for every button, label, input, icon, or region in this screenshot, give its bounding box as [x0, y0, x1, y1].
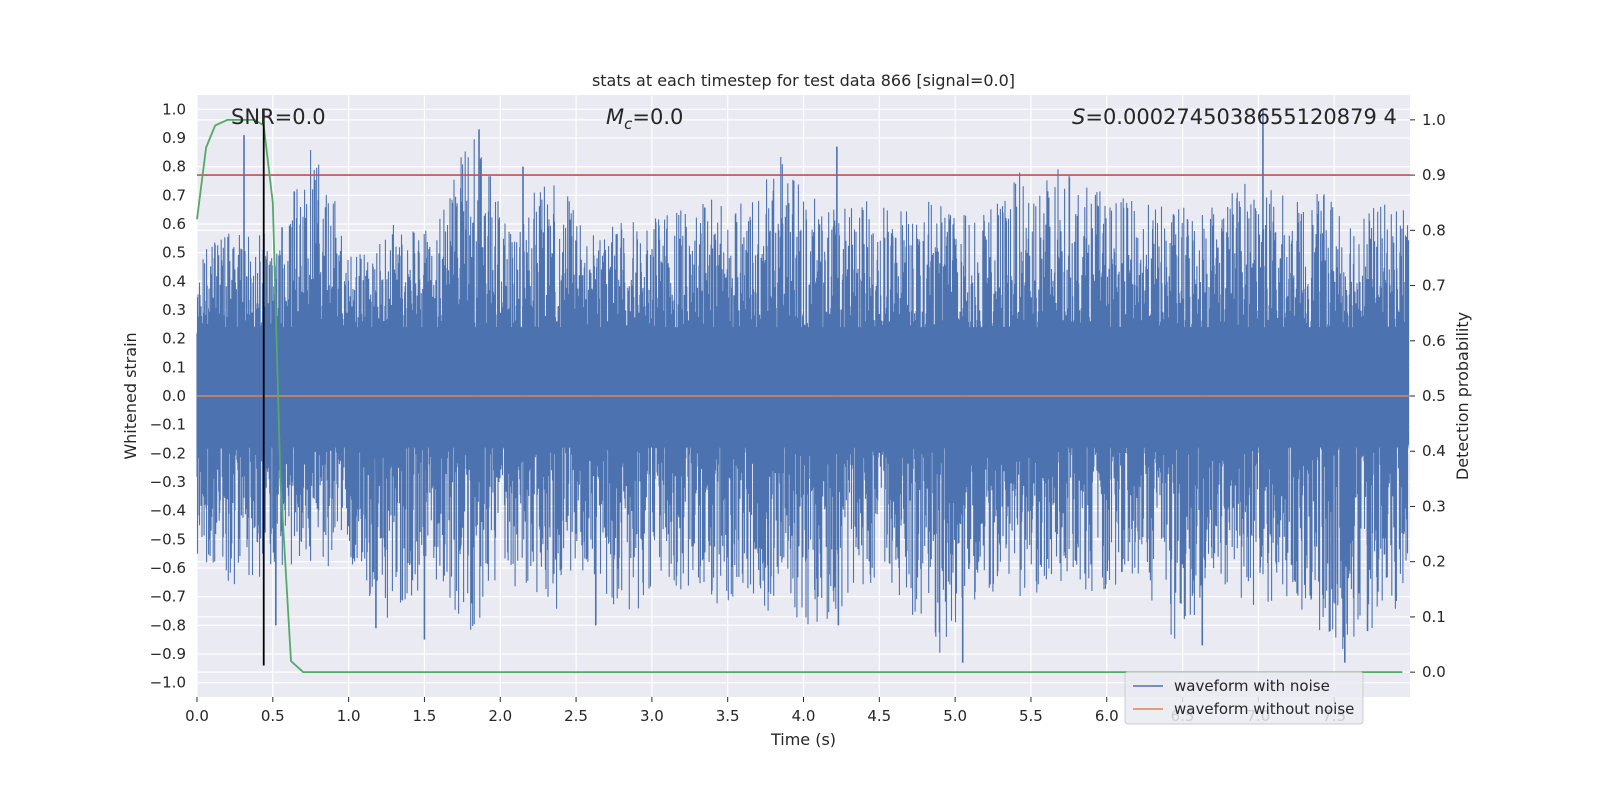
x-axis-ticks: 0.00.51.01.52.02.53.03.54.04.55.05.56.06…: [185, 697, 1346, 725]
waveform-strokes: [196, 139, 1410, 653]
annotation-s-value: =0.0002745038655120879 4: [1085, 105, 1397, 129]
legend-box: [1124, 671, 1364, 725]
y-tick-label: −1.0: [150, 674, 186, 692]
y2-tick-label: 0.2: [1422, 553, 1446, 571]
y-tick-label: 0.7: [162, 186, 186, 204]
y-tick-label: −0.7: [150, 588, 186, 606]
y2-tick-label: 0.3: [1422, 497, 1446, 515]
y2-tick-label: 0.4: [1422, 442, 1446, 460]
y-tick-label: 0.6: [162, 215, 186, 233]
x-tick-label: 4.5: [867, 707, 891, 725]
y-tick-label: 0.8: [162, 158, 186, 176]
y-tick-label: 1.0: [162, 100, 186, 118]
series-waveform-with-noise: [196, 109, 1410, 663]
series-detection-probability: [196, 119, 1403, 673]
x-tick-label: 2.5: [564, 707, 588, 725]
annotation-mc-subscript: c: [624, 115, 633, 133]
y2-tick-label: 0.5: [1422, 387, 1446, 405]
y-tick-label: −0.3: [150, 473, 186, 491]
y-tick-label: −0.8: [150, 616, 186, 634]
annotation-snr: SNR=0.0: [231, 105, 326, 129]
y-tick-label: −0.1: [150, 416, 186, 434]
legend-label-waveform-without-noise: waveform without noise: [1174, 700, 1354, 718]
y-tick-label: −0.6: [150, 559, 186, 577]
y-tick-label: −0.2: [150, 444, 186, 462]
y-axis-right-ticks: 1.0 0.9 0.8 0.7 0.6 0.5 0.4 0.3 0.2 0.1 0.0: [1410, 111, 1446, 681]
annotation-mc-symbol: M: [606, 105, 624, 129]
x-tick-label: 3.0: [640, 707, 664, 725]
y-tick-label: −0.5: [150, 530, 186, 548]
y2-tick-label: 0.9: [1422, 166, 1446, 184]
annotation-chirp-mass: Mc=0.0: [606, 105, 683, 133]
legend: waveform with noise waveform without noi…: [1124, 671, 1364, 725]
y2-tick-label: 0.8: [1422, 221, 1446, 239]
x-tick-label: 1.5: [413, 707, 437, 725]
x-tick-label: 0.5: [261, 707, 285, 725]
y-tick-label: 0.9: [162, 129, 186, 147]
y-tick-label: 0.4: [162, 272, 186, 290]
x-tick-label: 6.0: [1095, 707, 1119, 725]
annotation-statistic: S=0.0002745038655120879 4: [1072, 105, 1397, 129]
y2-tick-label: 1.0: [1422, 111, 1446, 129]
x-tick-label: 5.5: [1019, 707, 1043, 725]
chart-title: stats at each timestep for test data 866…: [592, 71, 1015, 90]
y-tick-label: −0.9: [150, 645, 186, 663]
annotation-s-symbol: S: [1072, 105, 1085, 129]
y2-tick-label: 0.7: [1422, 277, 1446, 295]
x-axis-label: Time (s): [770, 730, 836, 749]
x-tick-label: 3.5: [716, 707, 740, 725]
x-tick-label: 4.0: [792, 707, 816, 725]
y-tick-label: 0.1: [162, 358, 186, 376]
y-axis-left-label: Whitened strain: [121, 332, 140, 459]
y2-tick-label: 0.0: [1422, 663, 1446, 681]
y-tick-label: 0.3: [162, 301, 186, 319]
x-tick-label: 2.0: [488, 707, 512, 725]
y2-tick-label: 0.6: [1422, 332, 1446, 350]
x-tick-label: 5.0: [943, 707, 967, 725]
y-tick-label: 0.0: [162, 387, 186, 405]
y-axis-right-label: Detection probability: [1453, 312, 1472, 480]
y-tick-label: 0.5: [162, 244, 186, 262]
y-axis-left-ticks: 1.0 0.9 0.8 0.7 0.6 0.5 0.4 0.3 0.2 0.1 0.0 −0.1 −0.…: [150, 100, 186, 691]
x-tick-label: 0.0: [185, 707, 209, 725]
y-tick-label: 0.2: [162, 330, 186, 348]
legend-label-waveform-with-noise: waveform with noise: [1174, 677, 1330, 695]
annotation-mc-value: =0.0: [632, 105, 683, 129]
y-tick-label: −0.4: [150, 502, 186, 520]
y2-tick-label: 0.1: [1422, 608, 1446, 626]
x-tick-label: 1.0: [337, 707, 361, 725]
